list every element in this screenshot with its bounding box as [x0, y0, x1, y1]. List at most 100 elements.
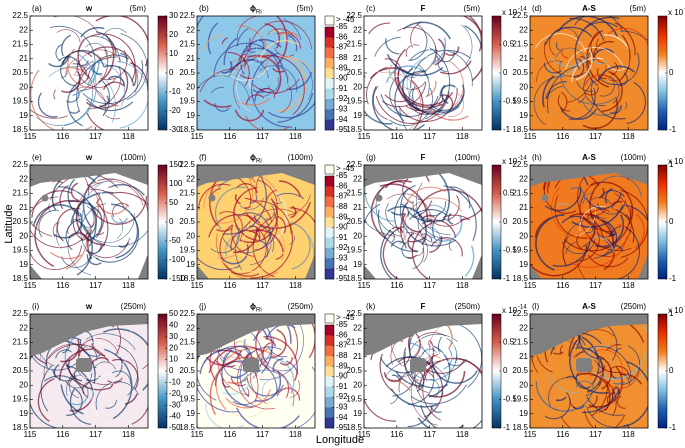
- y-tick-label: 21.5: [346, 40, 362, 49]
- y-tick-label: 22.5: [346, 160, 362, 169]
- y-tick-label: 20.5: [179, 68, 195, 77]
- x-tick-label: 116: [556, 281, 569, 290]
- field-streak: [462, 16, 482, 82]
- land: [364, 165, 482, 187]
- field-streak: [289, 380, 301, 399]
- field-streak: [390, 396, 399, 405]
- panel-label: (b): [199, 4, 209, 13]
- field-streak: [564, 47, 625, 71]
- field-streak: [279, 180, 302, 197]
- field-streak: [246, 51, 255, 67]
- field-streak: [253, 179, 278, 233]
- panel-label: (g): [366, 153, 376, 162]
- colorbar-exponent: -14: [518, 156, 527, 162]
- colorbar-segment: [325, 407, 334, 418]
- land: [410, 358, 426, 372]
- field-streak: [592, 65, 607, 83]
- field-streak: [585, 244, 617, 257]
- field-streak: [111, 203, 139, 259]
- field-streak: [386, 53, 444, 77]
- colorbar-tick-label: 10: [169, 355, 178, 364]
- colorbar-tick-label: -1: [669, 125, 677, 134]
- x-tick-label: 115: [24, 132, 37, 141]
- field-streak: [235, 221, 251, 271]
- field-streak: [83, 223, 95, 228]
- field-streak: [443, 349, 453, 370]
- colorbar-tick-label: 0.5: [503, 40, 515, 49]
- field-streak: [89, 341, 114, 352]
- y-tick-label: 21: [186, 203, 195, 212]
- field-streak: [554, 195, 588, 239]
- panel-depth: (250m): [621, 302, 647, 311]
- y-tick-label: 22: [19, 323, 28, 332]
- field-streak: [236, 407, 300, 428]
- field-streak: [105, 114, 121, 120]
- y-tick-label: 18.5: [346, 423, 362, 432]
- field-streak: [115, 356, 123, 378]
- field-streak: [408, 209, 448, 221]
- x-tick-label: 115: [24, 281, 37, 290]
- field-streak: [96, 202, 109, 252]
- field-streak: [242, 232, 248, 250]
- y-tick-label: 21.5: [512, 338, 528, 347]
- field-streak: [597, 65, 635, 81]
- map-field: [364, 165, 482, 279]
- field-streak: [408, 24, 428, 61]
- field-streak: [615, 244, 624, 252]
- field-streak: [52, 222, 58, 238]
- field-streak: [279, 64, 289, 84]
- colorbar-tick-label: -20: [169, 106, 181, 115]
- field-streak: [583, 74, 612, 87]
- field-streak: [624, 101, 627, 110]
- x-tick-label: 118: [622, 430, 635, 439]
- x-tick-label: 115: [191, 281, 204, 290]
- field-streak: [90, 35, 121, 63]
- field-streak: [569, 213, 615, 250]
- y-tick-label: 18.5: [179, 423, 195, 432]
- field-streak: [30, 245, 82, 270]
- field-streak: [611, 62, 619, 76]
- y-tick-label: 20: [519, 380, 528, 389]
- colorbar-tick-label: -90: [336, 74, 348, 83]
- field-streak: [398, 42, 415, 47]
- y-tick-label: 20.5: [346, 68, 362, 77]
- field-streak: [253, 215, 258, 222]
- field-streak: [61, 256, 91, 268]
- y-tick-label: 20: [186, 380, 195, 389]
- colorbar-tick-label: -10: [169, 87, 181, 96]
- colorbar-segment: [325, 345, 334, 357]
- field-streak: [95, 46, 115, 60]
- field-streak: [555, 42, 561, 51]
- field-streak: [264, 205, 275, 220]
- land: [364, 314, 482, 356]
- field-streak: [30, 108, 69, 119]
- field-streak: [426, 378, 440, 398]
- x-tick-label: 116: [56, 132, 69, 141]
- field-streak: [73, 16, 130, 49]
- colorbar-tick-label: -50: [169, 423, 181, 432]
- field-streak: [383, 372, 403, 383]
- y-tick-label: 20: [186, 231, 195, 240]
- field-streak: [543, 176, 577, 214]
- field-streak: [410, 384, 467, 405]
- field-streak: [72, 63, 88, 75]
- panel-depth: (100m): [455, 153, 481, 162]
- y-tick-label: 21: [353, 54, 362, 63]
- colorbar-tick-label: -85: [336, 22, 348, 31]
- field-streak: [417, 243, 424, 256]
- colorbar-tick-label: -1: [503, 274, 511, 283]
- field-streak: [236, 183, 258, 194]
- field-streak: [103, 328, 148, 391]
- field-streak: [71, 385, 89, 406]
- field-streak: [229, 56, 290, 81]
- colorbar-tick-label: 0: [669, 68, 674, 77]
- field-streak: [67, 236, 92, 276]
- field-streak: [86, 112, 106, 130]
- field-streak: [614, 22, 636, 56]
- field-streak: [265, 189, 277, 201]
- land: [530, 314, 648, 356]
- field-streak: [588, 366, 623, 408]
- colorbar-segment: [325, 206, 334, 218]
- y-tick-label: 19: [186, 409, 195, 418]
